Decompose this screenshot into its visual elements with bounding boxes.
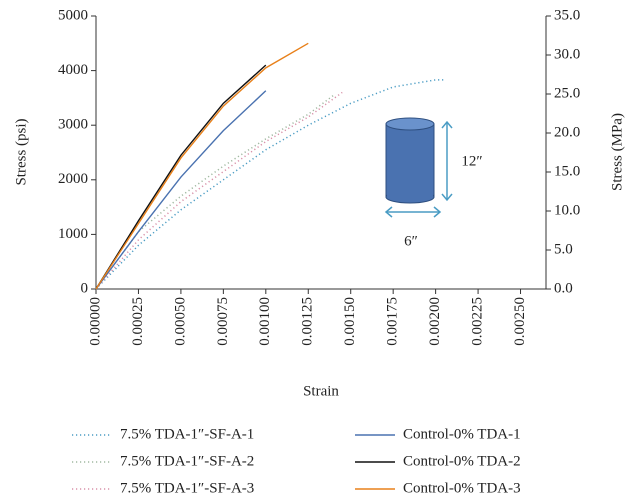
x-tick-label: 0.00200 bbox=[427, 297, 443, 346]
annotation: 12″ bbox=[461, 153, 482, 169]
legend-label: Control-0% TDA-2 bbox=[403, 453, 521, 469]
y-tick-label: 1000 bbox=[58, 226, 88, 242]
width-arrowheads bbox=[384, 206, 442, 218]
y-tick-label: 3000 bbox=[58, 117, 88, 133]
cylinder-top bbox=[385, 117, 435, 131]
series-line bbox=[95, 42, 309, 290]
legend-label: Control-0% TDA-3 bbox=[403, 480, 521, 496]
series-line bbox=[95, 94, 335, 290]
x-tick-label: 0.00000 bbox=[87, 297, 103, 346]
cylinder-fill bbox=[387, 124, 433, 196]
x-tick-label: 0.00075 bbox=[215, 297, 231, 346]
series-line bbox=[95, 90, 267, 290]
y-tick-label: 2000 bbox=[58, 171, 88, 187]
x-tick-label: 0.00050 bbox=[172, 297, 188, 346]
x-tick-label: 0.00175 bbox=[385, 297, 401, 346]
x-tick-label: 0.00225 bbox=[470, 297, 486, 346]
y2-tick-label: 0.0 bbox=[554, 280, 573, 296]
x-tick-label: 0.00125 bbox=[300, 297, 316, 346]
y-tick-label: 5000 bbox=[58, 7, 88, 23]
legend-label: 7.5% TDA-1″-SF-A-2 bbox=[120, 453, 254, 469]
cylinder-icon: 12″ 6″ bbox=[384, 117, 483, 249]
y2-tick-label: 15.0 bbox=[554, 163, 580, 179]
height-arrowheads bbox=[441, 120, 453, 202]
series-line bbox=[95, 64, 267, 290]
y2-tick-label: 10.0 bbox=[554, 202, 580, 218]
y2-axis-label: Stress (MPa) bbox=[609, 113, 625, 191]
y-tick-label: 0 bbox=[81, 280, 89, 296]
y-tick-label: 4000 bbox=[58, 62, 88, 78]
x-tick-label: 0.00025 bbox=[130, 297, 146, 346]
x-tick-label: 0.00250 bbox=[512, 297, 528, 346]
y2-tick-label: 20.0 bbox=[554, 124, 580, 140]
legend-label: 7.5% TDA-1″-SF-A-3 bbox=[120, 480, 254, 496]
x-tick-label: 0.00100 bbox=[257, 297, 273, 346]
legend-label: 7.5% TDA-1″-SF-A-1 bbox=[120, 426, 254, 442]
series-line bbox=[95, 91, 343, 290]
x-tick-label: 0.00150 bbox=[342, 297, 358, 346]
series-line bbox=[95, 79, 445, 290]
y2-tick-label: 35.0 bbox=[554, 7, 580, 23]
annotation: 6″ bbox=[404, 233, 418, 249]
legend-label: Control-0% TDA-1 bbox=[403, 426, 521, 442]
y2-tick-label: 5.0 bbox=[554, 241, 573, 257]
y-axis-label: Stress (psi) bbox=[13, 118, 29, 185]
x-axis-label: Strain bbox=[303, 383, 339, 399]
y2-tick-label: 25.0 bbox=[554, 85, 580, 101]
y2-tick-label: 30.0 bbox=[554, 46, 580, 62]
